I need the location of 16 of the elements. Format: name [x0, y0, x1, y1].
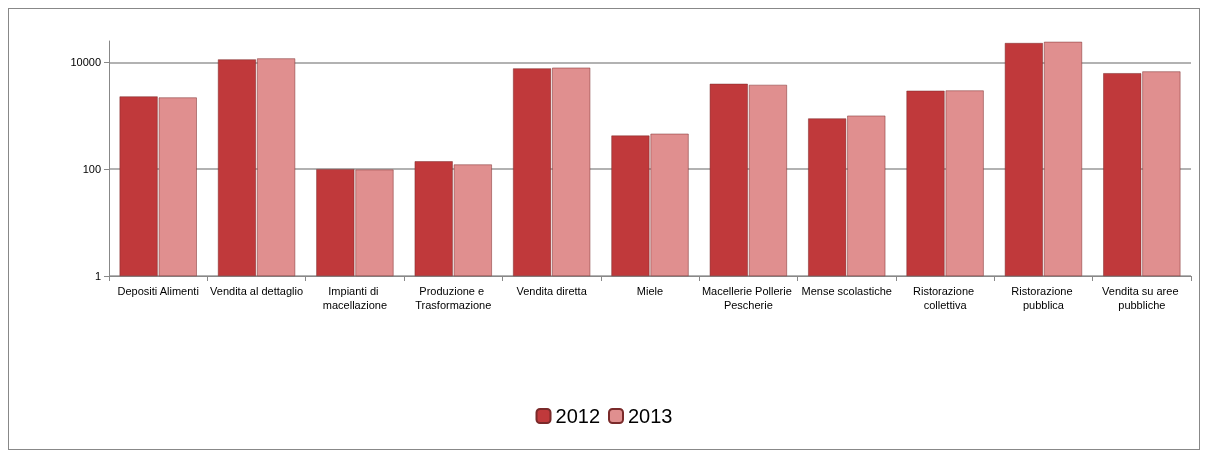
y-tick-label: 10000: [70, 56, 101, 69]
x-tick-label: Vendita diretta: [516, 285, 588, 297]
x-tick-label: Vendita al dettaglio: [210, 285, 304, 297]
y-tick-label: 1: [94, 270, 101, 282]
x-tick-label: Macellerie Pollerie Pescherie: [701, 285, 795, 311]
legend-label: 2013: [628, 405, 673, 427]
x-tick-label: Produzione e Trasformazione: [415, 285, 492, 311]
x-tick-label: Vendita su aree pubbliche: [1102, 285, 1182, 311]
x-tick-label: Miele: [636, 285, 664, 297]
x-tick-label: Ristorazione collettiva: [912, 285, 978, 311]
y-tick-label: 100: [82, 163, 101, 176]
x-tick-label: Depositi Alimenti: [117, 285, 199, 297]
x-tick-label: Mense scolastiche: [801, 285, 892, 297]
x-tick-label: Impianti di macellazione: [322, 285, 388, 311]
legend-label: 2012: [555, 405, 601, 427]
x-tick-label: Ristorazione pubblica: [1011, 285, 1076, 311]
